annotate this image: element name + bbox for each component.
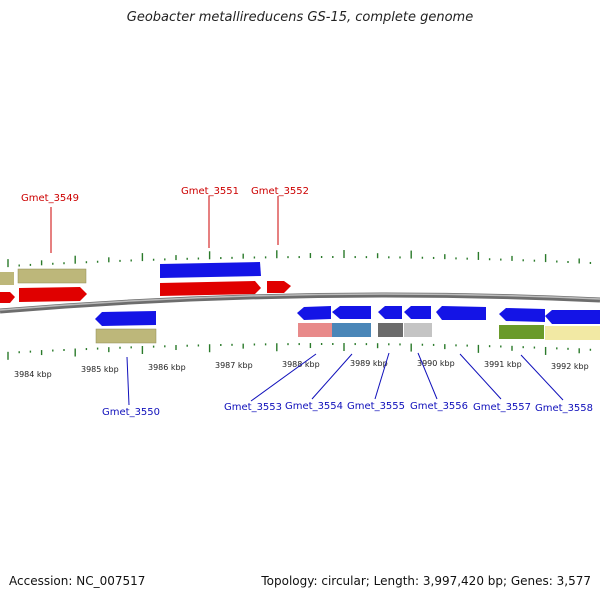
gene-label-gmet-3553[interactable]: Gmet_3553: [224, 402, 282, 413]
gene-3551-forward[interactable]: [160, 281, 261, 296]
gene-label-gmet-3557[interactable]: Gmet_3557: [473, 402, 531, 413]
accession-label: Accession: NC_007517: [9, 574, 146, 588]
olive-feature-3549[interactable]: [17, 268, 87, 284]
gene-label-gmet-3555[interactable]: Gmet_3555: [347, 401, 405, 412]
kbp-label: 3989 kbp: [350, 359, 388, 368]
leader-line-3557: [459, 353, 502, 400]
kbp-label: 3987 kbp: [215, 361, 253, 370]
leader-line-3555: [374, 352, 390, 400]
gene-3556b-reverse[interactable]: [436, 306, 486, 320]
gene-3552-forward[interactable]: [267, 281, 291, 293]
gene-3555-reverse[interactable]: [378, 306, 402, 319]
kbp-label: 3992 kbp: [551, 362, 589, 371]
feature-3556[interactable]: [404, 323, 432, 337]
gene-left-forward[interactable]: [0, 292, 15, 303]
feature-3554[interactable]: [332, 323, 371, 337]
feature-3557[interactable]: [499, 325, 544, 339]
gene-label-gmet-3550[interactable]: Gmet_3550: [102, 407, 160, 418]
feature-3555[interactable]: [378, 323, 403, 337]
kbp-label: 3985 kbp: [81, 365, 119, 374]
genome-title: Geobacter metallireducens GS-15, complet…: [126, 10, 474, 25]
kbp-label: 3990 kbp: [417, 359, 455, 368]
gene-3557-reverse[interactable]: [499, 308, 545, 322]
gene-3549-forward[interactable]: [19, 287, 87, 302]
gene-3553-reverse[interactable]: [297, 306, 331, 320]
feature-3553[interactable]: [298, 323, 332, 337]
feature-3558[interactable]: [545, 326, 600, 340]
leader-line-3554: [311, 353, 353, 400]
genome-backbone-highlight: [0, 293, 600, 311]
gene-label-gmet-3552[interactable]: Gmet_3552: [251, 186, 309, 197]
olive-feature-3550[interactable]: [95, 328, 157, 344]
kbp-label: 3991 kbp: [484, 360, 522, 369]
gene-3558-reverse[interactable]: [545, 310, 600, 324]
gene-label-gmet-3551[interactable]: Gmet_3551: [181, 186, 239, 197]
leader-line-3558: [520, 354, 564, 401]
gene-label-gmet-3558[interactable]: Gmet_3558: [535, 403, 593, 414]
leader-line-3550: [126, 356, 130, 406]
gene-3554-reverse[interactable]: [332, 306, 371, 319]
gene-label-gmet-3554[interactable]: Gmet_3554: [285, 401, 343, 412]
gene-label-gmet-3556[interactable]: Gmet_3556: [410, 401, 468, 412]
kbp-label: 3984 kbp: [14, 370, 52, 379]
gene-3550-reverse[interactable]: [95, 311, 156, 326]
genome-backbone: [0, 292, 600, 314]
gene-3556-reverse[interactable]: [404, 306, 431, 319]
gene-label-gmet-3549[interactable]: Gmet_3549: [21, 193, 79, 204]
leader-line-3553: [250, 353, 317, 402]
olive-feature-left[interactable]: [0, 272, 14, 285]
kbp-label: 3986 kbp: [148, 363, 186, 372]
bottom-strand-ticks: [7, 343, 592, 360]
top-strand-ticks: [7, 250, 592, 268]
gene-3551-reverse[interactable]: [160, 262, 261, 278]
genome-summary: Topology: circular; Length: 3,997,420 bp…: [261, 574, 591, 588]
leader-line-3556: [417, 352, 438, 400]
